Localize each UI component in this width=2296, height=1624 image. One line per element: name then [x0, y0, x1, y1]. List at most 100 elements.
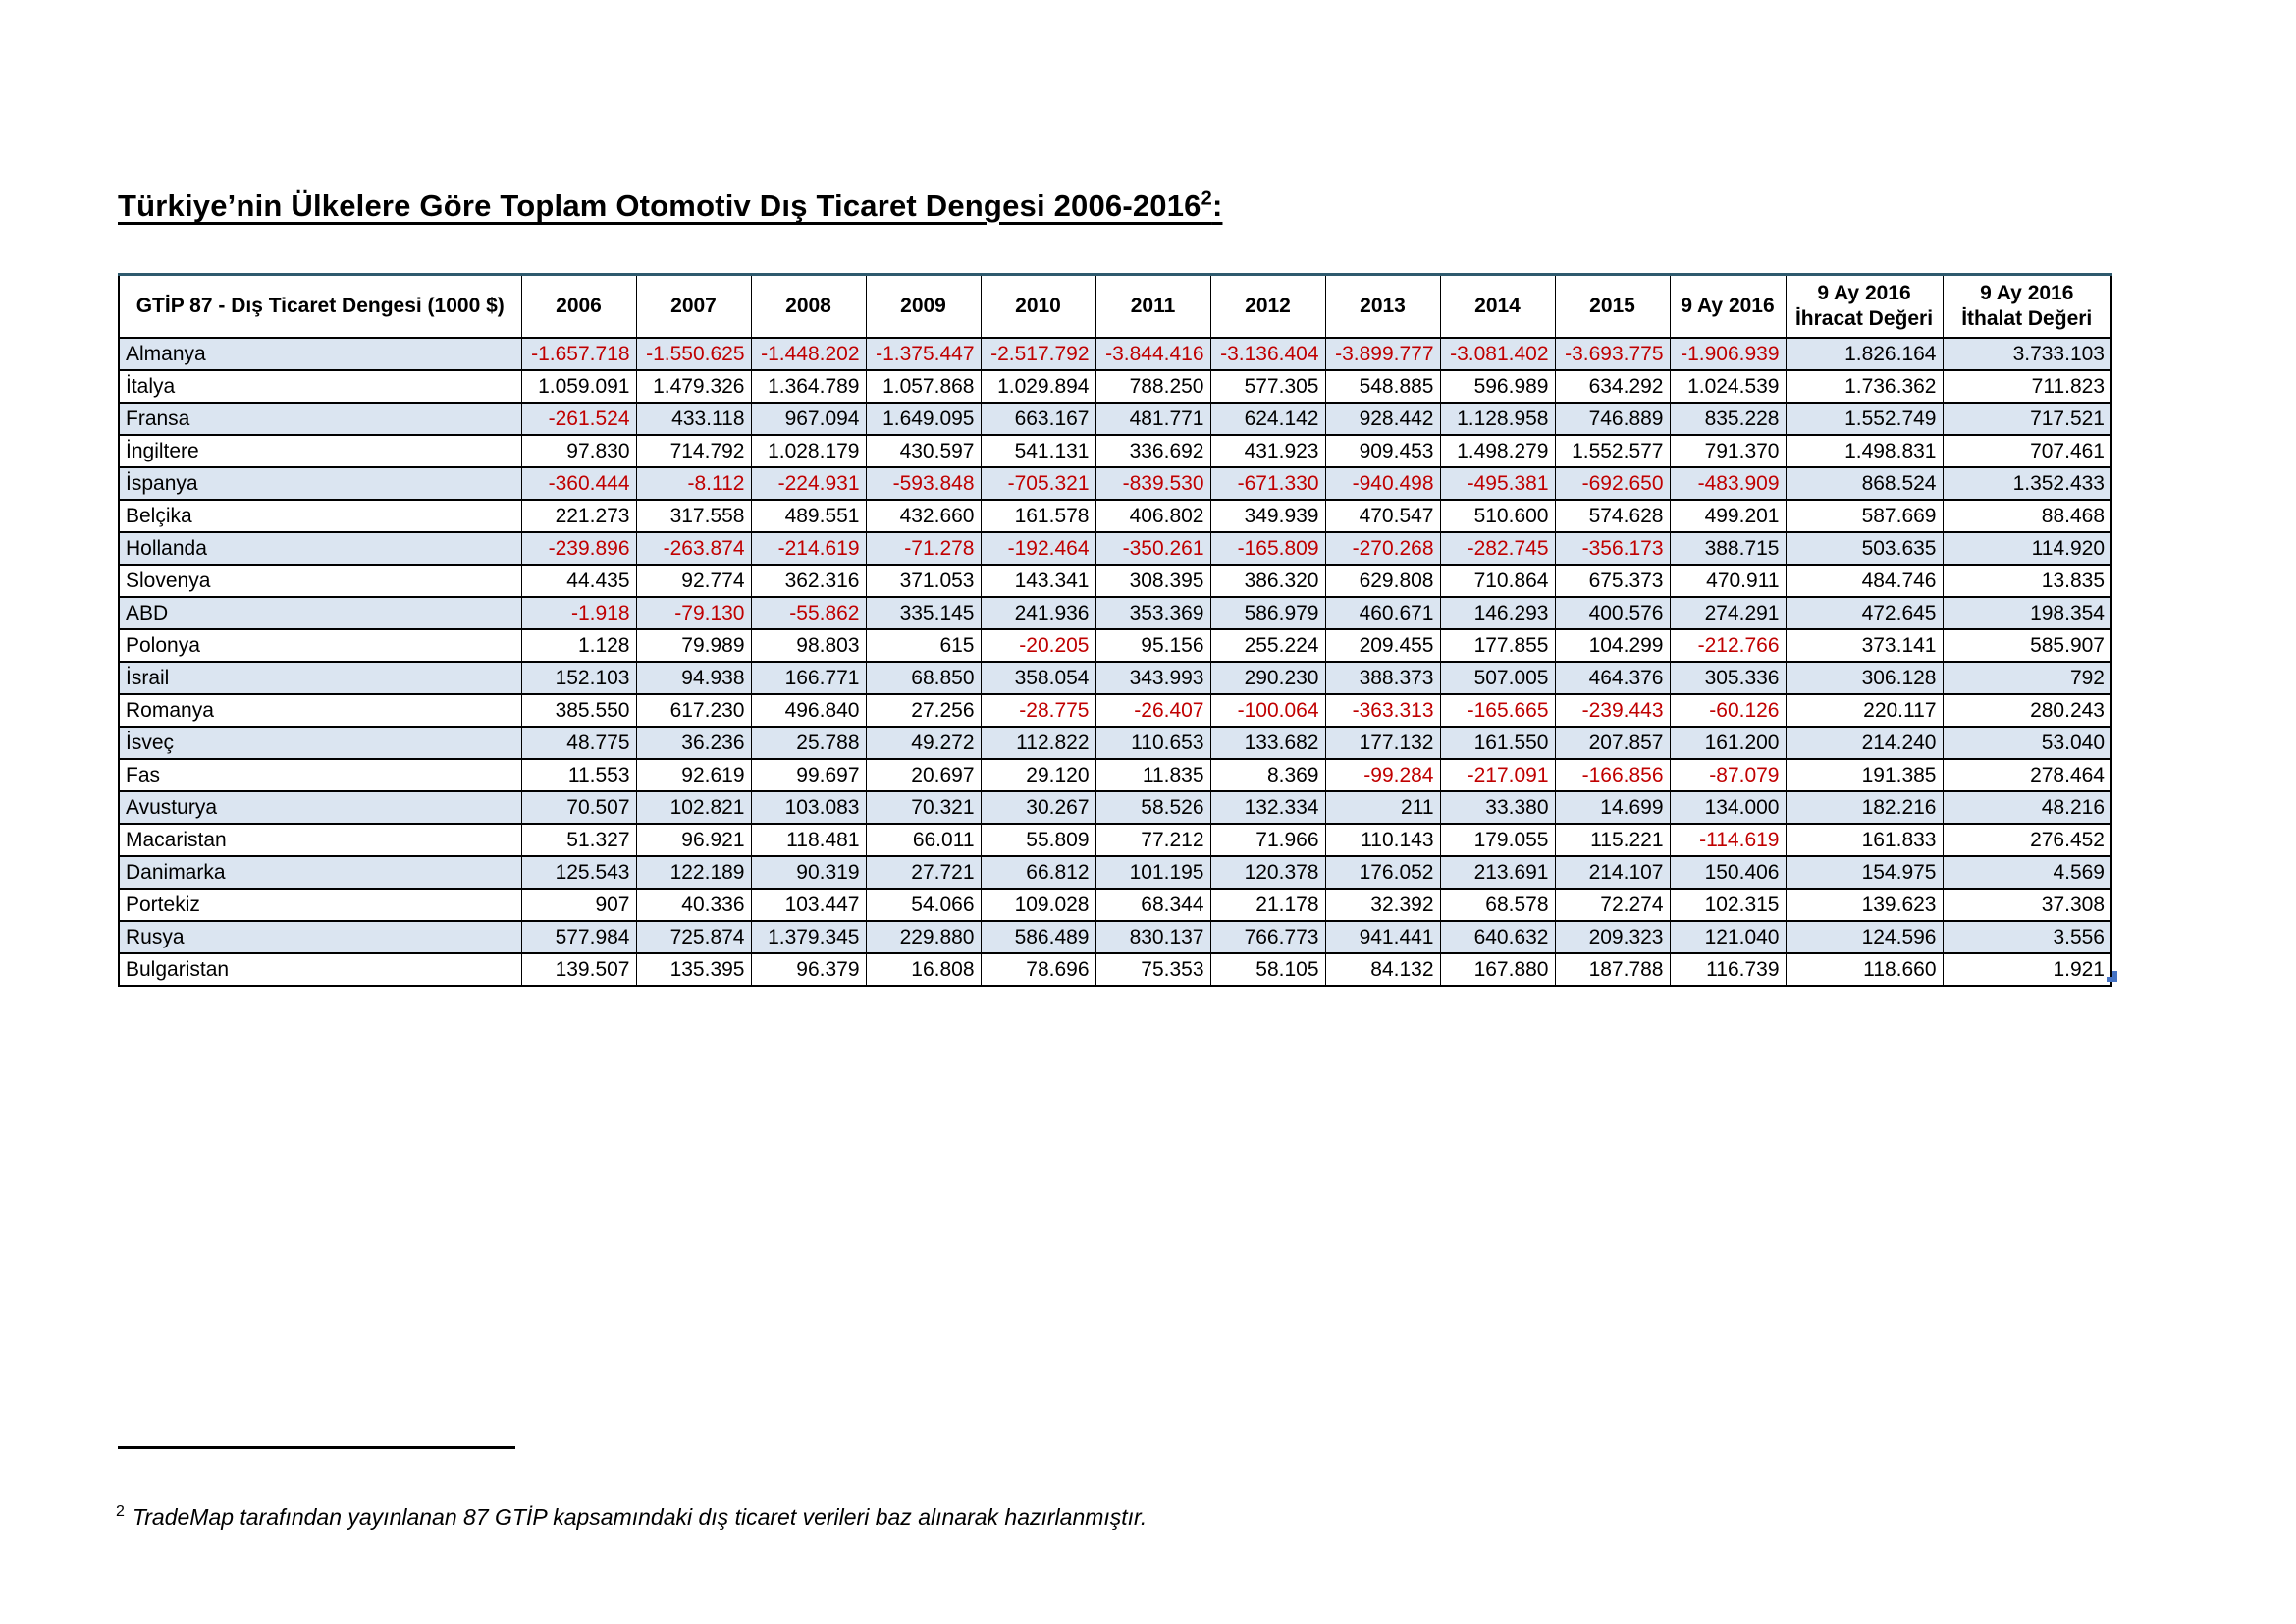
header-cell-2006: 2006 [520, 273, 637, 339]
value-cell: -114.619 [1669, 823, 1787, 857]
country-cell: Fas [118, 758, 522, 792]
value-cell: 124.596 [1785, 920, 1944, 954]
value-cell: -214.619 [750, 531, 867, 566]
value-cell: 55.809 [980, 823, 1096, 857]
value-cell: 574.628 [1554, 499, 1671, 533]
value-cell: 103.447 [750, 888, 867, 922]
value-cell: 214.240 [1785, 726, 1944, 760]
value-cell: 1.479.326 [635, 369, 752, 404]
value-cell: 118.660 [1785, 952, 1944, 987]
value-cell: 68.850 [865, 661, 982, 695]
value-cell: 109.028 [980, 888, 1096, 922]
value-cell: 78.696 [980, 952, 1096, 987]
value-cell: -28.775 [980, 693, 1096, 728]
header-cell-2012: 2012 [1209, 273, 1326, 339]
value-cell: 96.379 [750, 952, 867, 987]
value-cell: -8.112 [635, 466, 752, 501]
value-cell: 1.024.539 [1669, 369, 1787, 404]
value-cell: 481.771 [1095, 402, 1211, 436]
value-cell: 198.354 [1942, 596, 2112, 630]
table-row: Romanya 385.550 617.230 496.840 27.256 -28.77… [118, 693, 2112, 728]
value-cell: -192.464 [980, 531, 1096, 566]
value-cell: 120.378 [1209, 855, 1326, 890]
value-cell: 68.578 [1439, 888, 1556, 922]
value-cell: 791.370 [1669, 434, 1787, 468]
value-cell: 274.291 [1669, 596, 1787, 630]
value-cell: 84.132 [1324, 952, 1441, 987]
value-cell: 161.550 [1439, 726, 1556, 760]
value-cell: 548.885 [1324, 369, 1441, 404]
table-row: Portekiz 907 40.336 103.447 54.066 109.028 68.… [118, 888, 2112, 922]
value-cell: -1.375.447 [865, 337, 982, 371]
country-cell: Bulgaristan [118, 952, 522, 987]
value-cell: 97.830 [520, 434, 637, 468]
value-cell: 51.327 [520, 823, 637, 857]
value-cell: -99.284 [1324, 758, 1441, 792]
value-cell: 88.468 [1942, 499, 2112, 533]
value-cell: -71.278 [865, 531, 982, 566]
country-cell: ABD [118, 596, 522, 630]
value-cell: 433.118 [635, 402, 752, 436]
value-cell: 209.323 [1554, 920, 1671, 954]
trade-balance-table: GTİP 87 - Dış Ticaret Dengesi (1000 $) 2… [118, 273, 2112, 987]
value-cell: 66.812 [980, 855, 1096, 890]
value-cell: 1.128 [520, 628, 637, 663]
value-cell: 241.936 [980, 596, 1096, 630]
value-cell: 71.966 [1209, 823, 1326, 857]
value-cell: 489.551 [750, 499, 867, 533]
value-cell: 79.989 [635, 628, 752, 663]
value-cell: 596.989 [1439, 369, 1556, 404]
value-cell: 166.771 [750, 661, 867, 695]
value-cell: 868.524 [1785, 466, 1944, 501]
value-cell: 8.369 [1209, 758, 1326, 792]
value-cell: 472.645 [1785, 596, 1944, 630]
value-cell: 70.321 [865, 790, 982, 825]
value-cell: 209.455 [1324, 628, 1441, 663]
value-cell: 470.547 [1324, 499, 1441, 533]
value-cell: 432.660 [865, 499, 982, 533]
value-cell: 115.221 [1554, 823, 1671, 857]
value-cell: 110.143 [1324, 823, 1441, 857]
table-row: Macaristan 51.327 96.921 118.481 66.011 55.80… [118, 823, 2112, 857]
value-cell: 746.889 [1554, 402, 1671, 436]
value-cell: 48.775 [520, 726, 637, 760]
value-cell: 358.054 [980, 661, 1096, 695]
footnote-text: TradeMap tarafından yayınlanan 87 GTİP k… [132, 1504, 1148, 1530]
value-cell: 213.691 [1439, 855, 1556, 890]
table-row: Danimarka 125.543 122.189 90.319 27.721 66.81… [118, 855, 2112, 890]
header-cell-2011: 2011 [1095, 273, 1211, 339]
value-cell: 1.029.894 [980, 369, 1096, 404]
value-cell: 112.822 [980, 726, 1096, 760]
value-cell: 4.569 [1942, 855, 2112, 890]
value-cell: 1.649.095 [865, 402, 982, 436]
header-cell-9ay2016-ithalat: 9 Ay 2016 İthalat Değeri [1942, 273, 2112, 339]
value-cell: 146.293 [1439, 596, 1556, 630]
value-cell: 909.453 [1324, 434, 1441, 468]
value-cell: 229.880 [865, 920, 982, 954]
header-cell-2010: 2010 [980, 273, 1096, 339]
value-cell: 830.137 [1095, 920, 1211, 954]
value-cell: 577.305 [1209, 369, 1326, 404]
value-cell: -692.650 [1554, 466, 1671, 501]
value-cell: 150.406 [1669, 855, 1787, 890]
value-cell: 68.344 [1095, 888, 1211, 922]
value-cell: 132.334 [1209, 790, 1326, 825]
value-cell: 1.498.279 [1439, 434, 1556, 468]
value-cell: 11.553 [520, 758, 637, 792]
value-cell: 36.236 [635, 726, 752, 760]
value-cell: 72.274 [1554, 888, 1671, 922]
value-cell: 33.380 [1439, 790, 1556, 825]
value-cell: 177.855 [1439, 628, 1556, 663]
value-cell: 792 [1942, 661, 2112, 695]
table-row: Fransa -261.524 433.118 967.094 1.649.095 663… [118, 402, 2112, 436]
value-cell: 675.373 [1554, 564, 1671, 598]
value-cell: 941.441 [1324, 920, 1441, 954]
table-row: Bulgaristan 139.507 135.395 96.379 16.808 78.… [118, 952, 2112, 987]
value-cell: -87.079 [1669, 758, 1787, 792]
value-cell: 104.299 [1554, 628, 1671, 663]
value-cell: 1.364.789 [750, 369, 867, 404]
value-cell: 207.857 [1554, 726, 1671, 760]
value-cell: 967.094 [750, 402, 867, 436]
value-cell: 167.880 [1439, 952, 1556, 987]
